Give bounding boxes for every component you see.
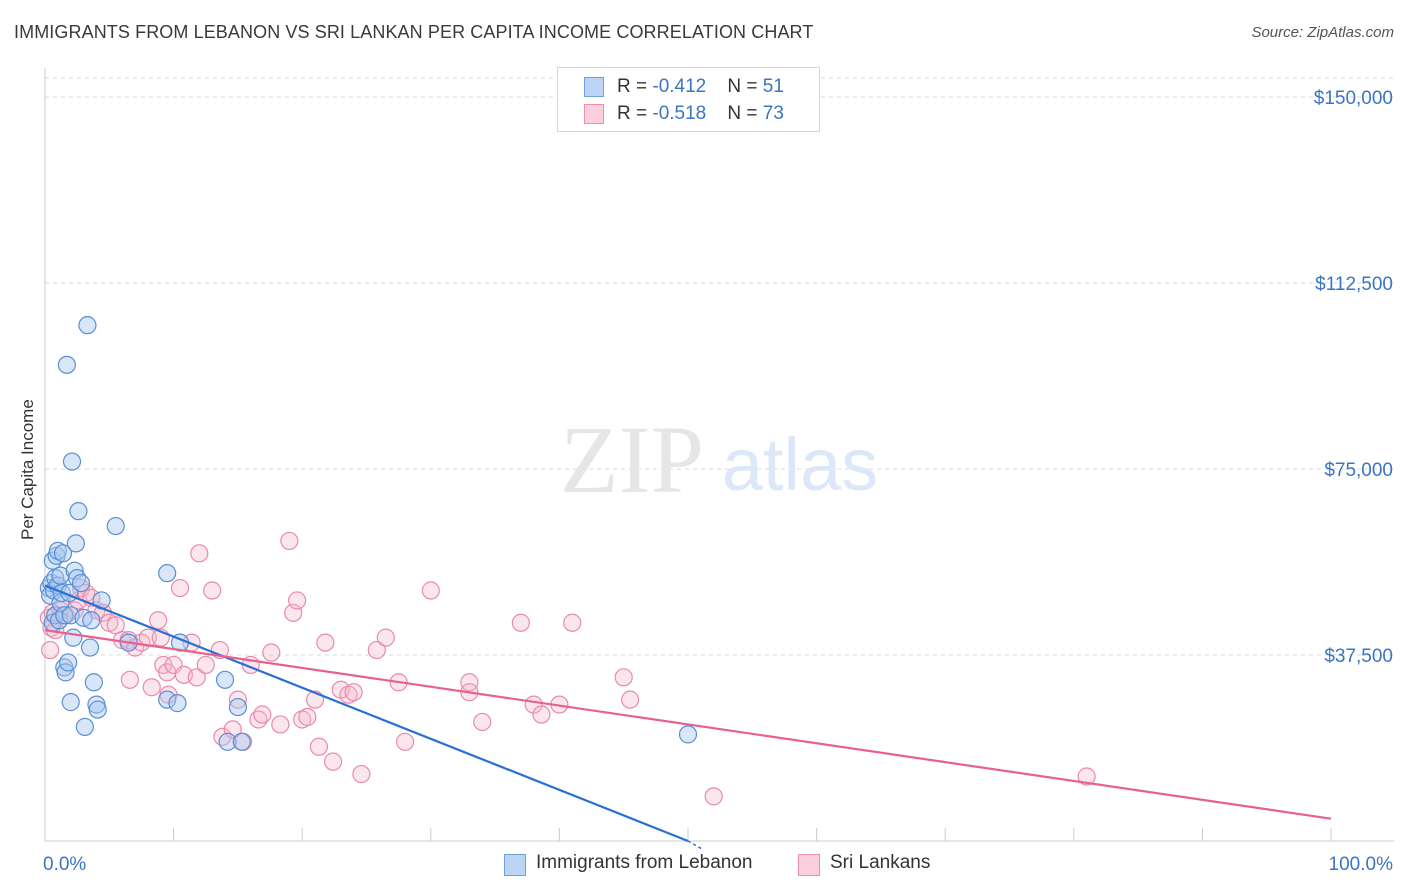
source-credit: Source: ZipAtlas.com (1251, 24, 1394, 41)
sri-lankans-points (39, 531, 1096, 806)
srilanka-point (190, 544, 209, 563)
legend-r-label: R = (617, 76, 653, 97)
lebanon-point (82, 611, 101, 630)
srilanka-point (316, 633, 335, 652)
lebanon-point (78, 316, 97, 335)
y-tick-label: $37,500 (1324, 646, 1393, 667)
srilanka-point (149, 611, 168, 630)
srilanka-point (473, 712, 492, 732)
watermark-atlas: atlas (722, 423, 878, 506)
y-tick-label: $112,500 (1315, 274, 1393, 295)
legend-n-label: N = (727, 103, 763, 124)
lebanon-point (158, 690, 177, 709)
srilanka-point (323, 752, 343, 771)
y-tick-label: $75,000 (1324, 460, 1393, 481)
srilanka-point (228, 690, 247, 709)
legend-n-value: 73 (762, 103, 784, 124)
lebanon-point (62, 452, 82, 471)
srilanka-point (1077, 767, 1096, 786)
srilanka-point (298, 707, 317, 727)
srilanka-point (532, 705, 551, 724)
bottom-legend-swatch-srilanka (798, 854, 820, 876)
trend-lines (44, 584, 1332, 850)
lebanon-point (232, 732, 251, 751)
srilanka-point (287, 591, 307, 610)
srilanka-point (376, 628, 395, 647)
legend-r-label: R = (617, 103, 653, 124)
srilanka-point (196, 655, 215, 675)
lebanon-point (55, 606, 74, 625)
srilanka-point (614, 668, 633, 687)
lebanon-point (106, 516, 125, 536)
lebanon-point (228, 697, 247, 717)
lebanon-point (57, 355, 76, 374)
grid-lines (45, 77, 1394, 656)
srilanka-trend-line (44, 629, 1332, 820)
lebanon-point (64, 628, 83, 647)
lebanon-point (61, 693, 80, 712)
lebanon-point (158, 564, 177, 583)
srilanka-point (395, 732, 415, 751)
lebanon-point (678, 725, 698, 744)
srilanka-point (187, 668, 206, 687)
lebanon-point (88, 700, 107, 719)
srilanka-point (170, 578, 190, 598)
y-axis-label: Per Capita Income (18, 399, 37, 540)
lebanon-point (215, 670, 235, 689)
srilanka-point (352, 764, 371, 784)
srilanka-point (262, 643, 281, 662)
lebanon-point (84, 673, 103, 692)
srilanka-point (41, 640, 60, 660)
legend-r-value: -0.412 (652, 76, 707, 97)
bottom-legend-label: Sri Lankans (830, 852, 931, 873)
srilanka-point (421, 581, 440, 600)
legend-swatch-srilanka (584, 104, 604, 124)
srilanka-point (142, 678, 161, 697)
legend-r-value: -0.518 (652, 103, 707, 124)
stats-legend: R = -0.412 N = 51 R = -0.518 N = 73 (557, 67, 820, 132)
bottom-legend-swatch-lebanon (504, 854, 526, 876)
lebanon-trend-line (44, 584, 689, 843)
srilanka-point (511, 613, 530, 632)
x-tick-label: 0.0% (43, 854, 86, 875)
lebanon-point (80, 638, 100, 657)
srilanka-point (367, 640, 386, 660)
bottom-legend-label: Immigrants from Lebanon (536, 852, 753, 873)
lebanon-point (59, 653, 78, 672)
axes (44, 68, 1394, 842)
chart-title: IMMIGRANTS FROM LEBANON VS SRI LANKAN PE… (14, 22, 814, 42)
lebanon-point (53, 544, 73, 563)
srilanka-point (271, 715, 290, 734)
srilanka-point (621, 690, 640, 709)
x-tick-label: 100.0% (1329, 854, 1394, 875)
srilanka-point (460, 673, 479, 692)
legend-swatch-lebanon (584, 77, 604, 97)
lebanon-point (168, 694, 187, 713)
lebanon-point (75, 717, 94, 737)
y-tick-label: $150,000 (1314, 88, 1393, 109)
srilanka-point (344, 683, 363, 702)
srilanka-point (253, 705, 272, 724)
srilanka-point (563, 613, 582, 632)
watermark-zip: ZIP (560, 406, 704, 513)
lebanon-point (71, 573, 91, 593)
srilanka-point (309, 737, 329, 756)
lebanon-trend-extension (687, 840, 703, 850)
srilanka-point (704, 787, 723, 806)
srilanka-point (213, 727, 232, 746)
srilanka-point (280, 531, 299, 551)
lebanon-point (69, 502, 88, 521)
lebanon-point (218, 732, 237, 751)
legend-n-value: 51 (762, 76, 784, 97)
legend-n-label: N = (727, 76, 763, 97)
tick-labels: $37,500 $75,000 $112,500 $150,000 0.0% 100.0% (43, 88, 1393, 875)
srilanka-point (120, 670, 139, 689)
srilanka-point (203, 581, 222, 600)
lebanon-points (39, 316, 698, 751)
lebanon-point (66, 534, 85, 553)
watermark: ZIP atlas (560, 406, 878, 513)
